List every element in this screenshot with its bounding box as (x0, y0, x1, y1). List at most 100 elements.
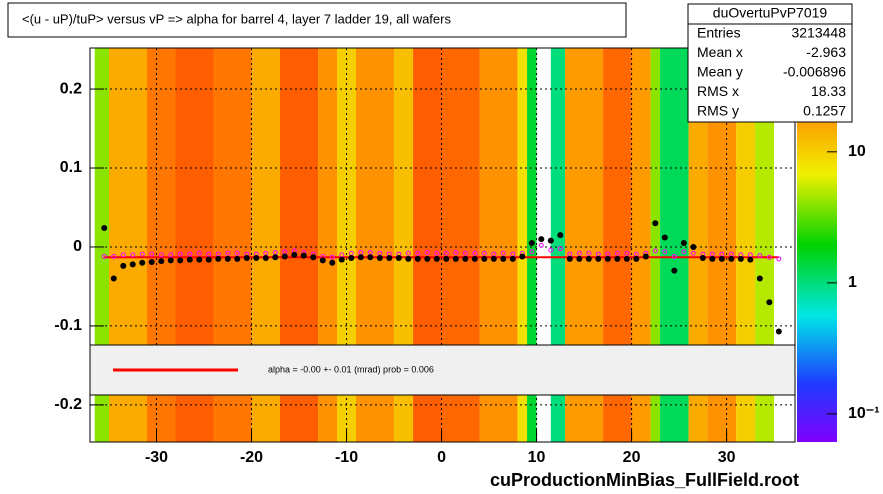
chart-title: <(u - uP)/tuP> versus vP => alpha for ba… (22, 11, 451, 26)
profile-point (338, 256, 345, 263)
reference-point (681, 249, 687, 255)
profile-point (528, 240, 535, 247)
x-tick-label: 10 (528, 449, 546, 466)
fit-label: alpha = -0.00 +- 0.01 (mrad) prob = 0.00… (268, 364, 434, 374)
profile-point (148, 258, 155, 265)
frame (89, 47, 796, 443)
profile-point (329, 259, 336, 266)
profile-point (291, 251, 298, 258)
profile-point (234, 255, 241, 262)
reference-point (206, 251, 212, 257)
reference-point (776, 256, 782, 262)
reference-point (624, 250, 630, 256)
reference-point (766, 254, 772, 260)
profile-point (167, 257, 174, 264)
stats-value: -0.006896 (783, 64, 846, 80)
reference-point (557, 246, 563, 252)
reference-point (462, 250, 468, 256)
profile-point (215, 255, 222, 262)
profile-point (348, 255, 355, 262)
stats-label: Mean x (697, 44, 743, 60)
heat-cell (394, 48, 414, 442)
reference-point (234, 250, 240, 256)
profile-point (395, 255, 402, 262)
profile-point (224, 255, 231, 262)
profile-point (433, 255, 440, 262)
reference-point (101, 253, 107, 259)
stats-label: Mean y (697, 64, 743, 80)
profile-point (129, 261, 136, 268)
reference-point (576, 250, 582, 256)
reference-point (472, 250, 478, 256)
x-tick-label: 0 (437, 449, 446, 466)
stats-value: 3213448 (791, 25, 846, 41)
profile-point (690, 243, 697, 250)
profile-point (595, 255, 602, 262)
y-tick-label: -0.2 (54, 396, 82, 413)
y-tick-label: 0.2 (60, 80, 82, 97)
x-tick-label: -30 (145, 449, 168, 466)
reference-point (481, 250, 487, 256)
heat-cell (550, 48, 566, 442)
reference-point (225, 250, 231, 256)
profile-point (775, 328, 782, 335)
x-tick-label: 30 (718, 449, 736, 466)
y-tick-label: -0.1 (54, 317, 82, 334)
reference-point (538, 242, 544, 248)
stats-label: RMS y (697, 103, 739, 119)
reference-point (120, 252, 126, 258)
reference-point (168, 252, 174, 258)
profile-point (547, 237, 554, 244)
profile-point (728, 255, 735, 262)
y-tick-label: 0.1 (60, 159, 82, 176)
profile-point (300, 252, 307, 259)
profile-point (699, 255, 706, 262)
profile-point (500, 255, 507, 262)
profile-point (424, 255, 431, 262)
profile-point (376, 255, 383, 262)
heat-cell (755, 48, 775, 442)
profile-point (310, 254, 317, 261)
reference-point (614, 250, 620, 256)
reference-point (158, 252, 164, 258)
profile-point (509, 255, 516, 262)
profile-point (196, 256, 203, 263)
profile-point (490, 255, 497, 262)
profile-point (585, 255, 592, 262)
profile-point (709, 255, 716, 262)
reference-point (177, 251, 183, 257)
reference-point (130, 252, 136, 258)
profile-point (642, 253, 649, 260)
reference-point (424, 250, 430, 256)
profile-point (177, 257, 184, 264)
profile-point (680, 240, 687, 247)
profile-point (452, 255, 459, 262)
heat-cell (517, 48, 528, 442)
reference-point (662, 249, 668, 255)
profile-point (158, 258, 165, 265)
heat-cell (631, 48, 651, 442)
profile-point (443, 255, 450, 262)
profile-point (471, 255, 478, 262)
stats-value: 0.1257 (803, 103, 846, 119)
reference-point (149, 251, 155, 257)
z-tick-label: 10⁻¹ (848, 405, 880, 422)
reference-point (690, 250, 696, 256)
profile-point (367, 254, 374, 261)
reference-point (548, 247, 554, 253)
y-tick-label: 0 (73, 238, 82, 255)
reference-point (329, 254, 335, 260)
profile-point (243, 255, 250, 262)
profile-point (357, 254, 364, 261)
stats-value: 18.33 (811, 83, 846, 99)
profile-point (614, 255, 621, 262)
reference-point (671, 253, 677, 259)
profile-point (737, 255, 744, 262)
grid (90, 48, 795, 442)
profile-point (139, 259, 146, 266)
heat-cell (650, 48, 661, 442)
reference-point (652, 248, 658, 254)
profile-point (766, 299, 773, 306)
stats-label: Entries (697, 25, 741, 41)
